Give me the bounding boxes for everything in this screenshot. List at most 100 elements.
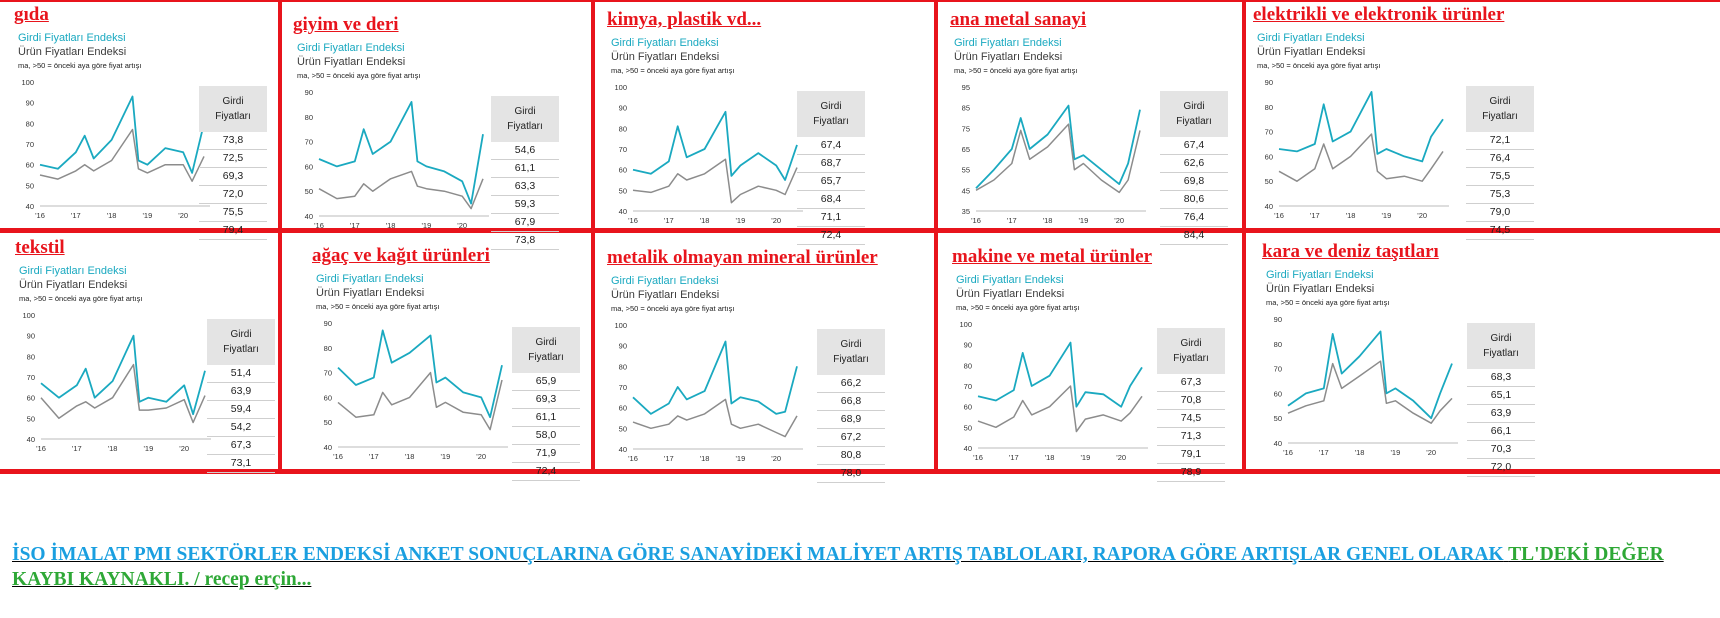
table-row: 75,5: [199, 204, 267, 222]
line-chart: 40 50 60 70 80 90 100 '16 '17 '18 '19 '20: [959, 320, 1148, 462]
legend-output-label: Ürün Fiyatları Endeksi: [611, 289, 720, 301]
y-tick-label: 70: [1265, 128, 1273, 137]
panel-divider: [934, 0, 938, 472]
table-row: 75,5: [1466, 168, 1534, 186]
table-row: 71,9: [512, 445, 580, 463]
y-tick-label: 75: [962, 124, 970, 133]
input-price-line: [977, 341, 1143, 408]
y-tick-label: 35: [962, 207, 970, 216]
y-tick-label: 80: [305, 113, 313, 122]
table-header: Girdi Fiyatları: [1157, 328, 1225, 374]
legend-output-label: Ürün Fiyatları Endeksi: [611, 51, 720, 63]
table-header-line: Fiyatları: [223, 344, 259, 355]
y-tick-label: 60: [1274, 389, 1282, 398]
x-tick-label: '19: [1390, 448, 1400, 457]
x-tick-label: '20: [771, 454, 781, 463]
x-tick-label: '18: [108, 444, 118, 453]
table-header: Girdi Fiyatları: [199, 86, 267, 132]
table-row: 66,1: [1467, 423, 1535, 441]
table-row: 67,2: [817, 429, 885, 447]
table-header-line: Fiyatları: [1482, 111, 1518, 122]
chart-note: ma, >50 = önceki aya göre fiyat artışı: [316, 302, 440, 311]
y-tick-label: 80: [324, 344, 332, 353]
chart-note: ma, >50 = önceki aya göre fiyat artışı: [956, 303, 1080, 312]
table-header: Girdi Fiyatları: [512, 327, 580, 373]
table-row: 74,5: [1466, 222, 1534, 240]
sector-title: ana metal sanayi: [950, 9, 1087, 30]
table-header-line: Fiyatları: [215, 111, 251, 122]
sector-panel: elektrikli ve elektronik ürünler Girdi Fi…: [1253, 4, 1534, 240]
sector-panel: tekstil Girdi Fiyatları Endeksi Ürün Fiyat…: [15, 237, 295, 473]
x-tick-label: '17: [350, 221, 360, 230]
table-row: 80,6: [1160, 191, 1228, 209]
y-tick-label: 80: [26, 119, 34, 128]
line-chart: 40 50 60 70 80 90 100 '16 '17 '18 '19 '20: [614, 321, 803, 463]
line-chart: 40 50 60 70 80 90 '16 '17 '18 '19 '20: [305, 88, 489, 230]
x-tick-label: '17: [1310, 211, 1320, 220]
caption: İSO İMALAT PMI SEKTÖRLER ENDEKSİ ANKET S…: [12, 542, 1712, 592]
caption-main: İSO İMALAT PMI SEKTÖRLER ENDEKSİ ANKET S…: [12, 544, 1504, 565]
chart-note: ma, >50 = önceki aya göre fiyat artışı: [611, 304, 735, 313]
legend-input-label: Girdi Fiyatları Endeksi: [19, 265, 127, 277]
sector-title: metalik olmayan mineral ürünler: [607, 247, 878, 268]
y-tick-label: 60: [27, 394, 35, 403]
y-tick-label: 90: [1274, 315, 1282, 324]
sector-title: ağaç ve kağıt ürünleri: [312, 245, 490, 266]
sector-title: elektrikli ve elektronik ürünler: [1253, 4, 1505, 25]
x-tick-label: '18: [700, 454, 710, 463]
table-row: 65,7: [797, 173, 865, 191]
x-tick-label: '16: [333, 452, 343, 461]
y-tick-label: 90: [305, 88, 313, 97]
y-tick-label: 70: [27, 373, 35, 382]
y-tick-label: 80: [1274, 340, 1282, 349]
table-row: 68,7: [797, 155, 865, 173]
y-tick-label: 90: [619, 104, 627, 113]
y-tick-label: 70: [619, 383, 627, 392]
y-tick-label: 60: [26, 161, 34, 170]
table-row: 62,6: [1160, 155, 1228, 173]
table-row: 65,9: [512, 373, 580, 391]
y-tick-label: 40: [964, 444, 972, 453]
table-row: 72,4: [797, 227, 865, 245]
sector-title: gıda: [14, 4, 49, 25]
table-row: 63,3: [491, 178, 559, 196]
table-row: 70,3: [1467, 441, 1535, 459]
table-row: 68,9: [817, 411, 885, 429]
y-tick-label: 50: [305, 187, 313, 196]
input-price-line: [1278, 90, 1444, 163]
table-row: 69,3: [512, 391, 580, 409]
y-tick-label: 60: [1265, 152, 1273, 161]
x-tick-label: '17: [1319, 448, 1329, 457]
output-price-line: [632, 398, 798, 438]
table-row: 54,6: [491, 142, 559, 160]
table-header-line: Fiyatları: [507, 121, 543, 132]
input-price-table: Girdi Fiyatları 54,6 61,1 63,3 59,3 67,9 73,8: [491, 96, 559, 250]
y-tick-label: 70: [619, 145, 627, 154]
line-chart: 40 50 60 70 80 90 '16 '17 '18 '19 '20: [324, 319, 508, 461]
y-tick-label: 50: [324, 418, 332, 427]
x-tick-label: '16: [971, 216, 981, 225]
y-tick-label: 50: [27, 414, 35, 423]
table-row: 79,0: [1466, 204, 1534, 222]
table-row: 51,4: [207, 365, 275, 383]
output-price-line: [632, 158, 798, 204]
input-price-table: Girdi Fiyatları 66,2 66,8 68,9 67,2 80,8 78,0: [817, 329, 885, 483]
sector-panel: kimya, plastik vd... Girdi Fiyatları Ende…: [607, 9, 887, 245]
table-row: 74,5: [1157, 410, 1225, 428]
y-tick-label: 50: [964, 423, 972, 432]
line-chart: 40 50 60 70 80 90 100 '16 '17 '18 '19 '20: [22, 311, 211, 453]
line-chart: 35 45 55 65 75 85 95 '16 '17 '18 '19 '20: [962, 83, 1146, 225]
y-tick-label: 40: [27, 435, 35, 444]
table-row: 61,1: [512, 409, 580, 427]
output-price-line: [318, 170, 484, 210]
table-row: 73,1: [207, 455, 275, 473]
panel-divider: [0, 0, 1720, 2]
sector-panel: kara ve deniz taşıtları Girdi Fiyatları E…: [1262, 241, 1542, 477]
table-row: 71,1: [797, 209, 865, 227]
sector-title: kara ve deniz taşıtları: [1262, 241, 1439, 262]
x-tick-label: '19: [143, 444, 153, 453]
y-tick-label: 55: [962, 166, 970, 175]
x-tick-label: '20: [457, 221, 467, 230]
legend-input-label: Girdi Fiyatları Endeksi: [297, 42, 405, 54]
chart-note: ma, >50 = önceki aya göre fiyat artışı: [1266, 298, 1390, 307]
